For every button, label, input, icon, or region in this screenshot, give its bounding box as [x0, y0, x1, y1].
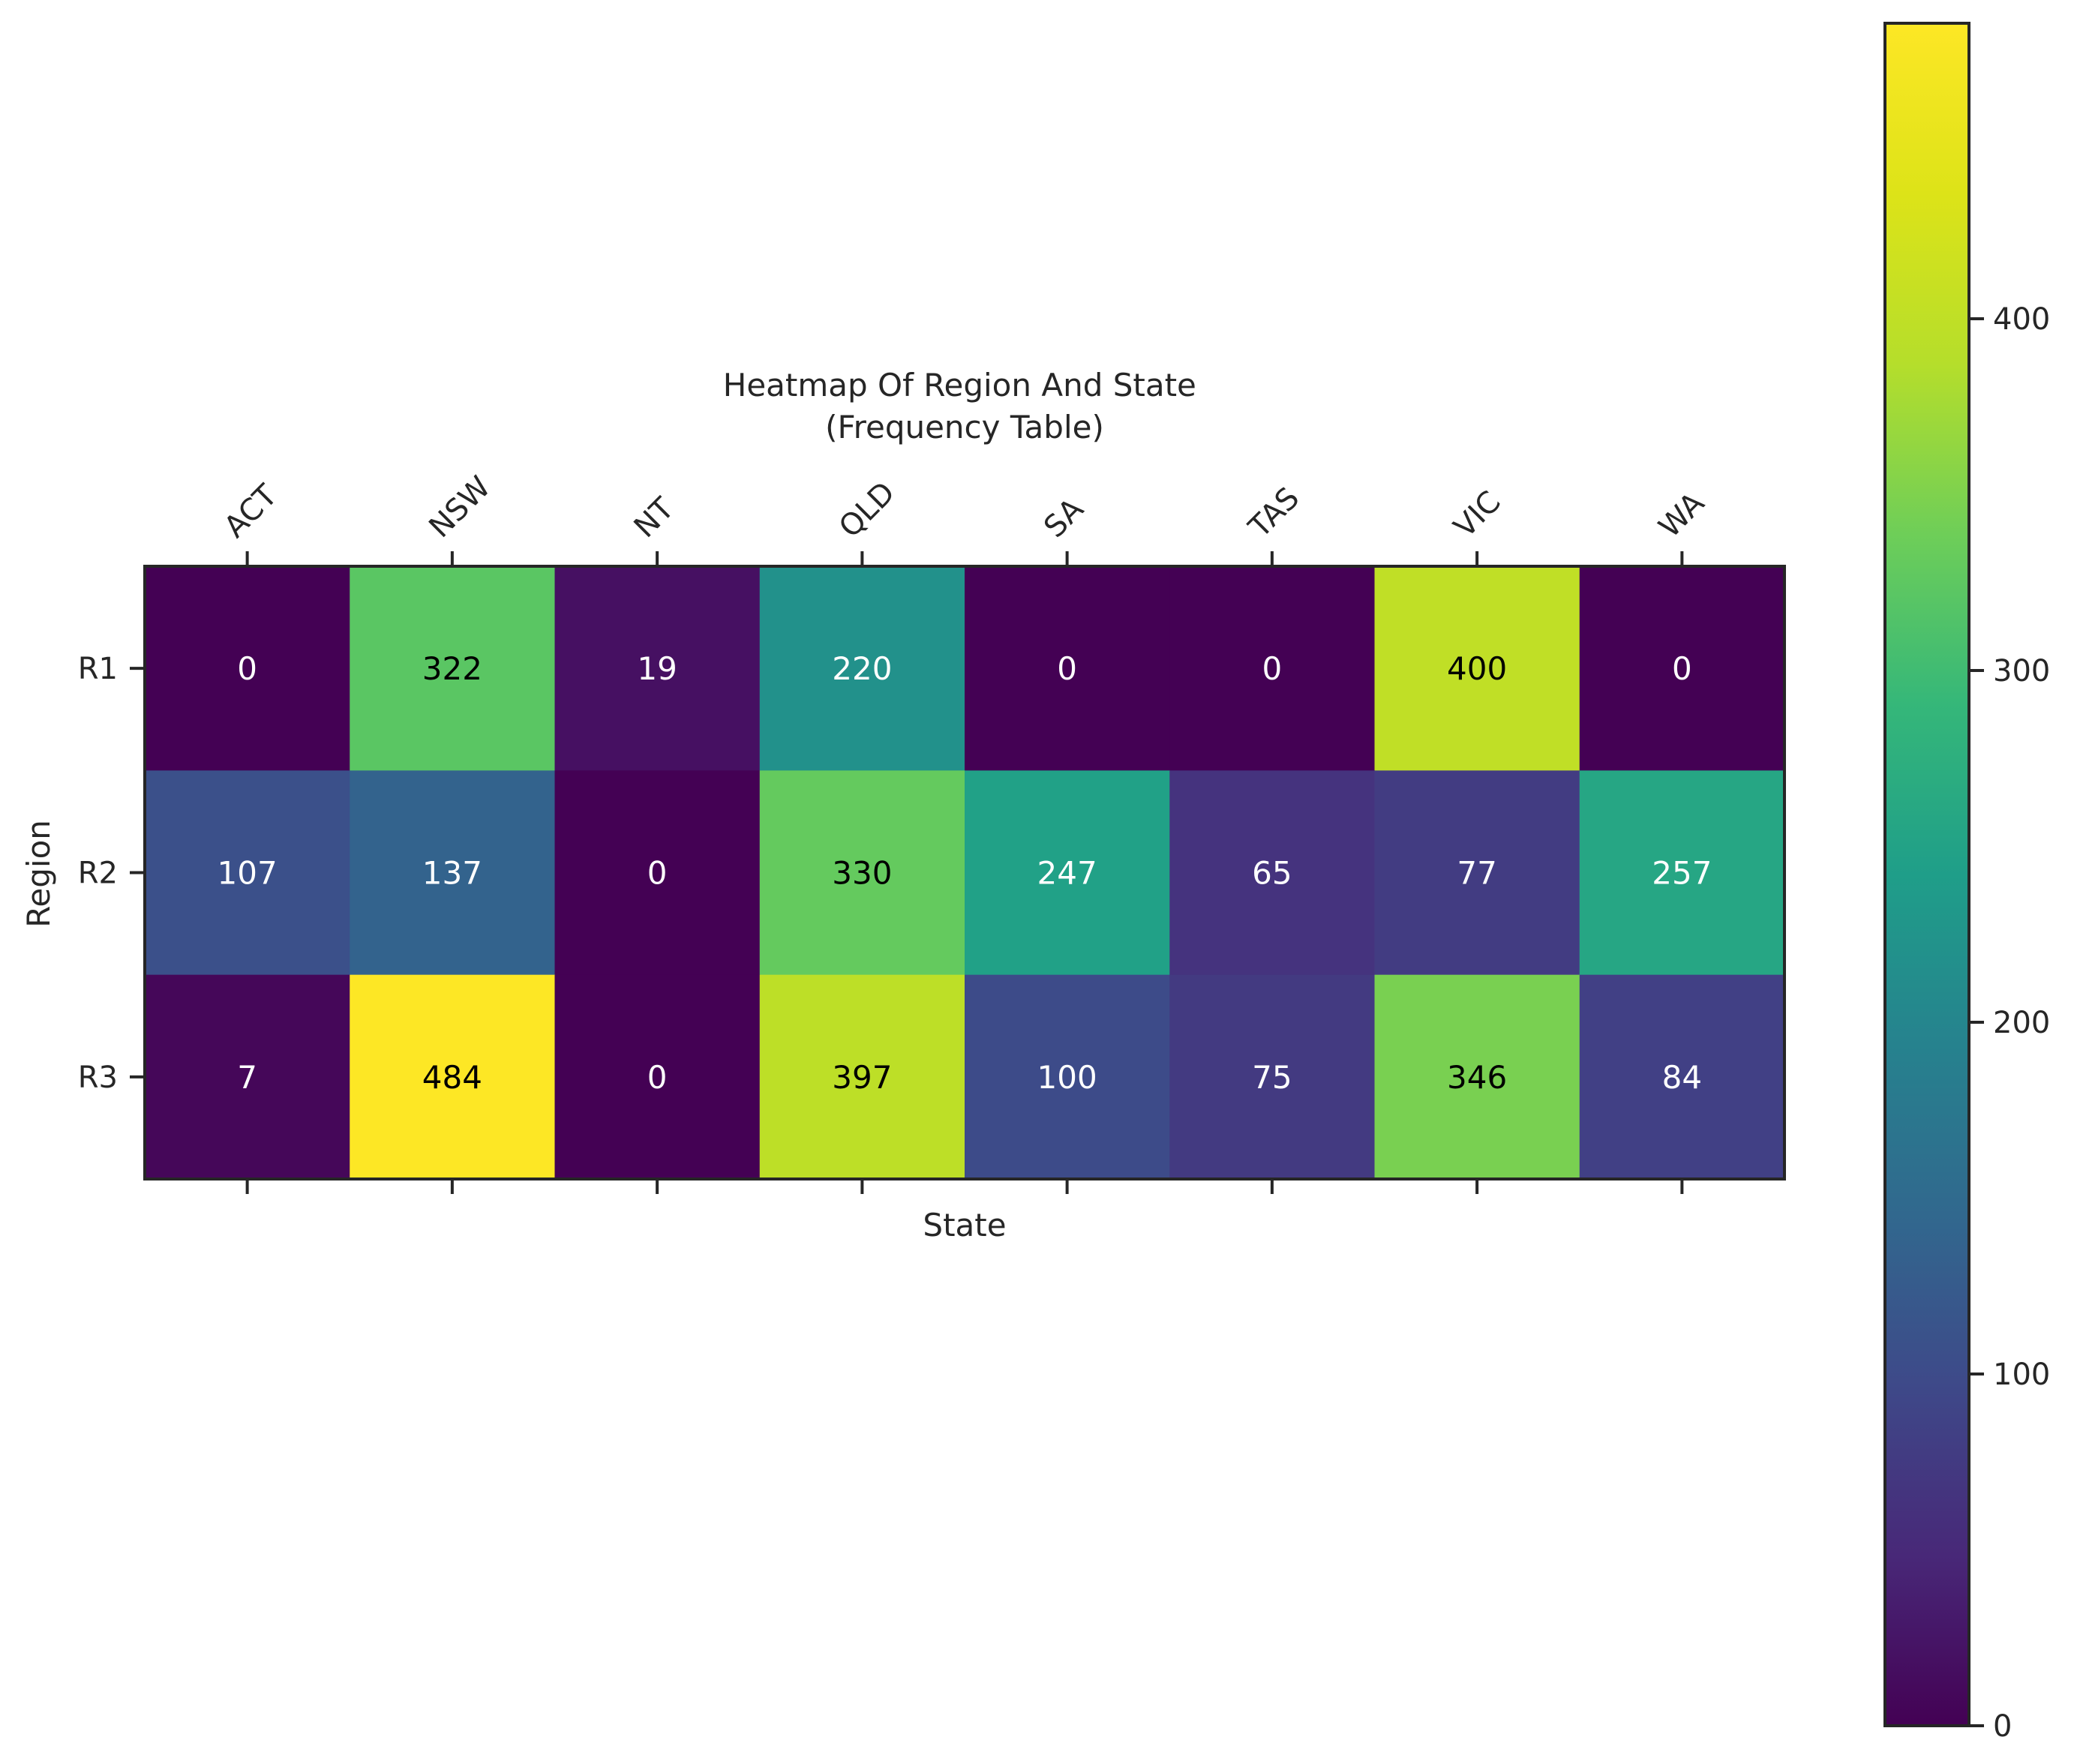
chart-title-line-1: Heatmap Of Region And State	[723, 367, 1196, 404]
cell-value-label: 400	[1447, 650, 1507, 687]
cell-value-label: 77	[1457, 855, 1496, 892]
cell-value-label: 0	[1057, 650, 1077, 687]
cell-value-label: 75	[1252, 1059, 1292, 1096]
heatmap-cell	[759, 566, 965, 771]
cell-value-label: 0	[647, 855, 668, 892]
colorbar	[1883, 22, 1970, 1727]
heatmap-cell	[350, 974, 555, 1180]
y-axis-label: Region	[20, 820, 57, 928]
chart-title-line-2: (Frequency Table)	[825, 409, 1104, 446]
y-tick-label: R2	[78, 856, 118, 891]
cell-value-label: 247	[1037, 855, 1097, 892]
y-tick-label: R3	[78, 1060, 118, 1095]
heatmap-cell	[145, 566, 350, 771]
colorbar-tick-label: 400	[1993, 302, 2050, 337]
cell-value-label: 65	[1252, 855, 1292, 892]
heatmap-cell	[1374, 974, 1580, 1180]
cell-value-label: 397	[832, 1059, 892, 1096]
cell-value-label: 84	[1662, 1059, 1702, 1096]
heatmap-cell	[1374, 770, 1580, 976]
cell-value-label: 0	[647, 1059, 668, 1096]
colorbar-tick-label: 300	[1993, 654, 2050, 688]
heatmap-annotations: 0 322 19 220 0 0 400 0 107 137 0 330 247 65 77 257 7 484 0…	[218, 650, 1712, 1096]
colorbar-tick-label: 100	[1993, 1358, 2050, 1392]
heatmap-cell	[1579, 566, 1785, 771]
heatmap-cell	[145, 974, 350, 1180]
colorbar-tick-label: 200	[1993, 1006, 2050, 1040]
cell-value-label: 0	[1262, 650, 1283, 687]
colorbar-tick-label: 0	[1993, 1709, 2012, 1744]
heatmap-cell	[759, 770, 965, 976]
cell-value-label: 220	[832, 650, 892, 687]
colorbar-ticks: 0 100 200 300 400	[1969, 302, 2050, 1744]
x-tick-label: ACT	[218, 478, 284, 544]
heatmap-cell	[554, 974, 761, 1180]
cell-value-label: 0	[1672, 650, 1692, 687]
x-tick-label: VIC	[1448, 484, 1508, 544]
cell-value-label: 7	[237, 1059, 257, 1096]
cell-value-label: 100	[1037, 1059, 1097, 1096]
x-tick-label: WA	[1652, 485, 1712, 544]
heatmap-cell	[1169, 566, 1375, 771]
heatmap-cell	[759, 974, 965, 1180]
heatmap-cell	[145, 770, 350, 976]
heatmap-cell	[350, 770, 555, 976]
heatmap-cell	[965, 566, 1170, 771]
x-tick-label: SA	[1037, 491, 1091, 544]
heatmap-cell	[1579, 974, 1785, 1180]
heatmap-cells	[145, 566, 1785, 1180]
x-tick-label: QLD	[833, 476, 902, 544]
x-tick-label: NSW	[422, 470, 497, 544]
heatmap-cell	[1374, 566, 1580, 771]
heatmap-cell	[554, 770, 761, 976]
cell-value-label: 107	[218, 855, 278, 892]
cell-value-label: 257	[1652, 855, 1712, 892]
cell-value-label: 322	[422, 650, 482, 687]
plot-frame	[143, 565, 1786, 1180]
cell-value-label: 0	[237, 650, 257, 687]
cell-value-label: 137	[422, 855, 482, 892]
x-axis-label: State	[923, 1207, 1006, 1244]
heatmap-cell	[554, 566, 761, 771]
heatmap-cell	[1579, 770, 1785, 976]
heatmap-cell	[965, 770, 1170, 976]
cell-value-label: 330	[832, 855, 892, 892]
x-tick-label: TAS	[1242, 481, 1307, 545]
heatmap-cell	[1169, 770, 1375, 976]
heatmap-cell	[350, 566, 555, 771]
heatmap-cell	[1169, 974, 1375, 1180]
chart-title: Heatmap Of Region And State (Frequency T…	[723, 367, 1207, 446]
heatmap-cell	[965, 974, 1170, 1180]
cell-value-label: 19	[637, 650, 677, 687]
cell-value-label: 346	[1447, 1059, 1507, 1096]
cell-value-label: 484	[422, 1059, 482, 1096]
y-tick-label: R1	[78, 652, 118, 686]
y-axis-ticks: R1 R2 R3	[78, 652, 145, 1095]
x-tick-label: NT	[628, 491, 681, 544]
